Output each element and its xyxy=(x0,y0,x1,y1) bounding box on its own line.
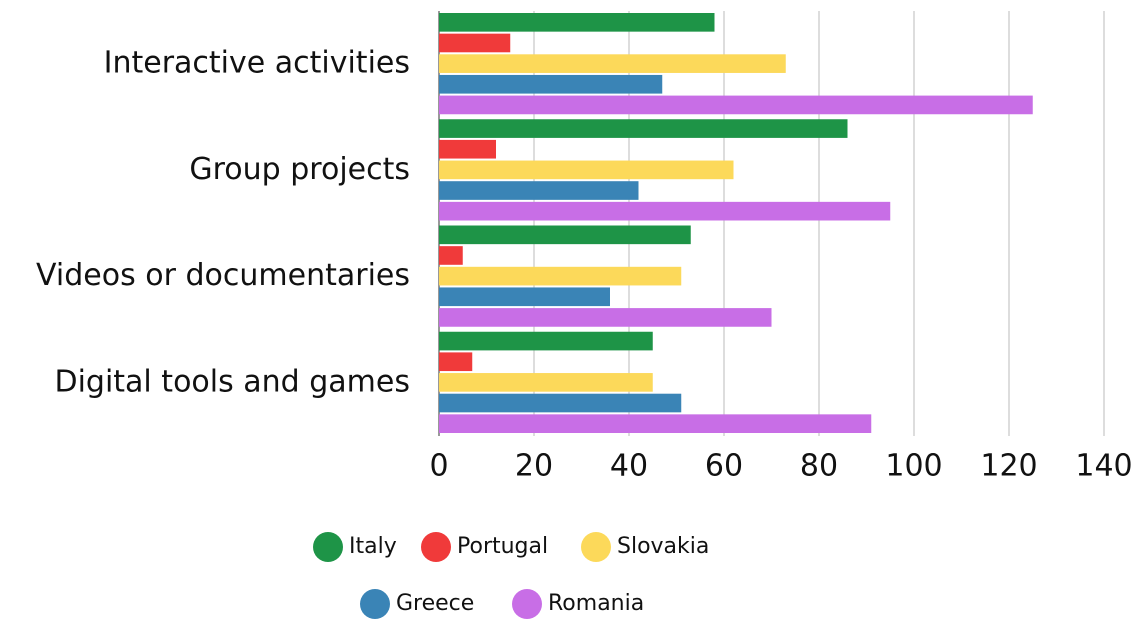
x-tick-label: 120 xyxy=(980,449,1037,484)
x-tick-label: 0 xyxy=(429,449,448,484)
y-tick-label: Interactive activities xyxy=(104,46,410,81)
x-tick-label: 20 xyxy=(515,449,553,484)
bar xyxy=(439,95,1033,115)
legend-label: Portugal xyxy=(457,534,548,559)
bar xyxy=(439,139,496,159)
bar xyxy=(439,13,715,32)
x-tick-label: 140 xyxy=(1075,449,1132,484)
bar xyxy=(439,201,891,221)
bar xyxy=(439,266,682,286)
bar xyxy=(439,308,772,327)
legend-label: Greece xyxy=(396,591,474,616)
legend-label: Italy xyxy=(349,534,397,559)
y-tick-label: Digital tools and games xyxy=(54,364,410,399)
bar xyxy=(439,414,872,433)
legend-swatch xyxy=(313,532,343,562)
bar xyxy=(439,287,610,307)
legend-swatch xyxy=(421,532,451,562)
bar xyxy=(439,225,691,245)
x-tick-label: 80 xyxy=(800,449,838,484)
y-tick-label: Group projects xyxy=(189,152,410,187)
bar xyxy=(439,33,511,53)
bar xyxy=(439,352,473,372)
legend-swatch xyxy=(360,589,390,619)
y-tick-label: Videos or documentaries xyxy=(36,258,410,293)
legend-swatch xyxy=(512,589,542,619)
x-tick-label: 60 xyxy=(705,449,743,484)
bar xyxy=(439,181,639,200)
legend-label: Slovakia xyxy=(617,534,709,559)
x-tick-label: 100 xyxy=(885,449,942,484)
bar xyxy=(439,393,682,413)
bar xyxy=(439,119,848,138)
bar xyxy=(439,246,463,265)
bar xyxy=(439,160,734,180)
legend-label: Romania xyxy=(548,591,644,616)
bar xyxy=(439,54,786,73)
bar xyxy=(439,373,653,392)
bar xyxy=(439,331,653,351)
x-tick-label: 40 xyxy=(610,449,648,484)
legend-swatch xyxy=(581,532,611,562)
bar xyxy=(439,74,663,94)
